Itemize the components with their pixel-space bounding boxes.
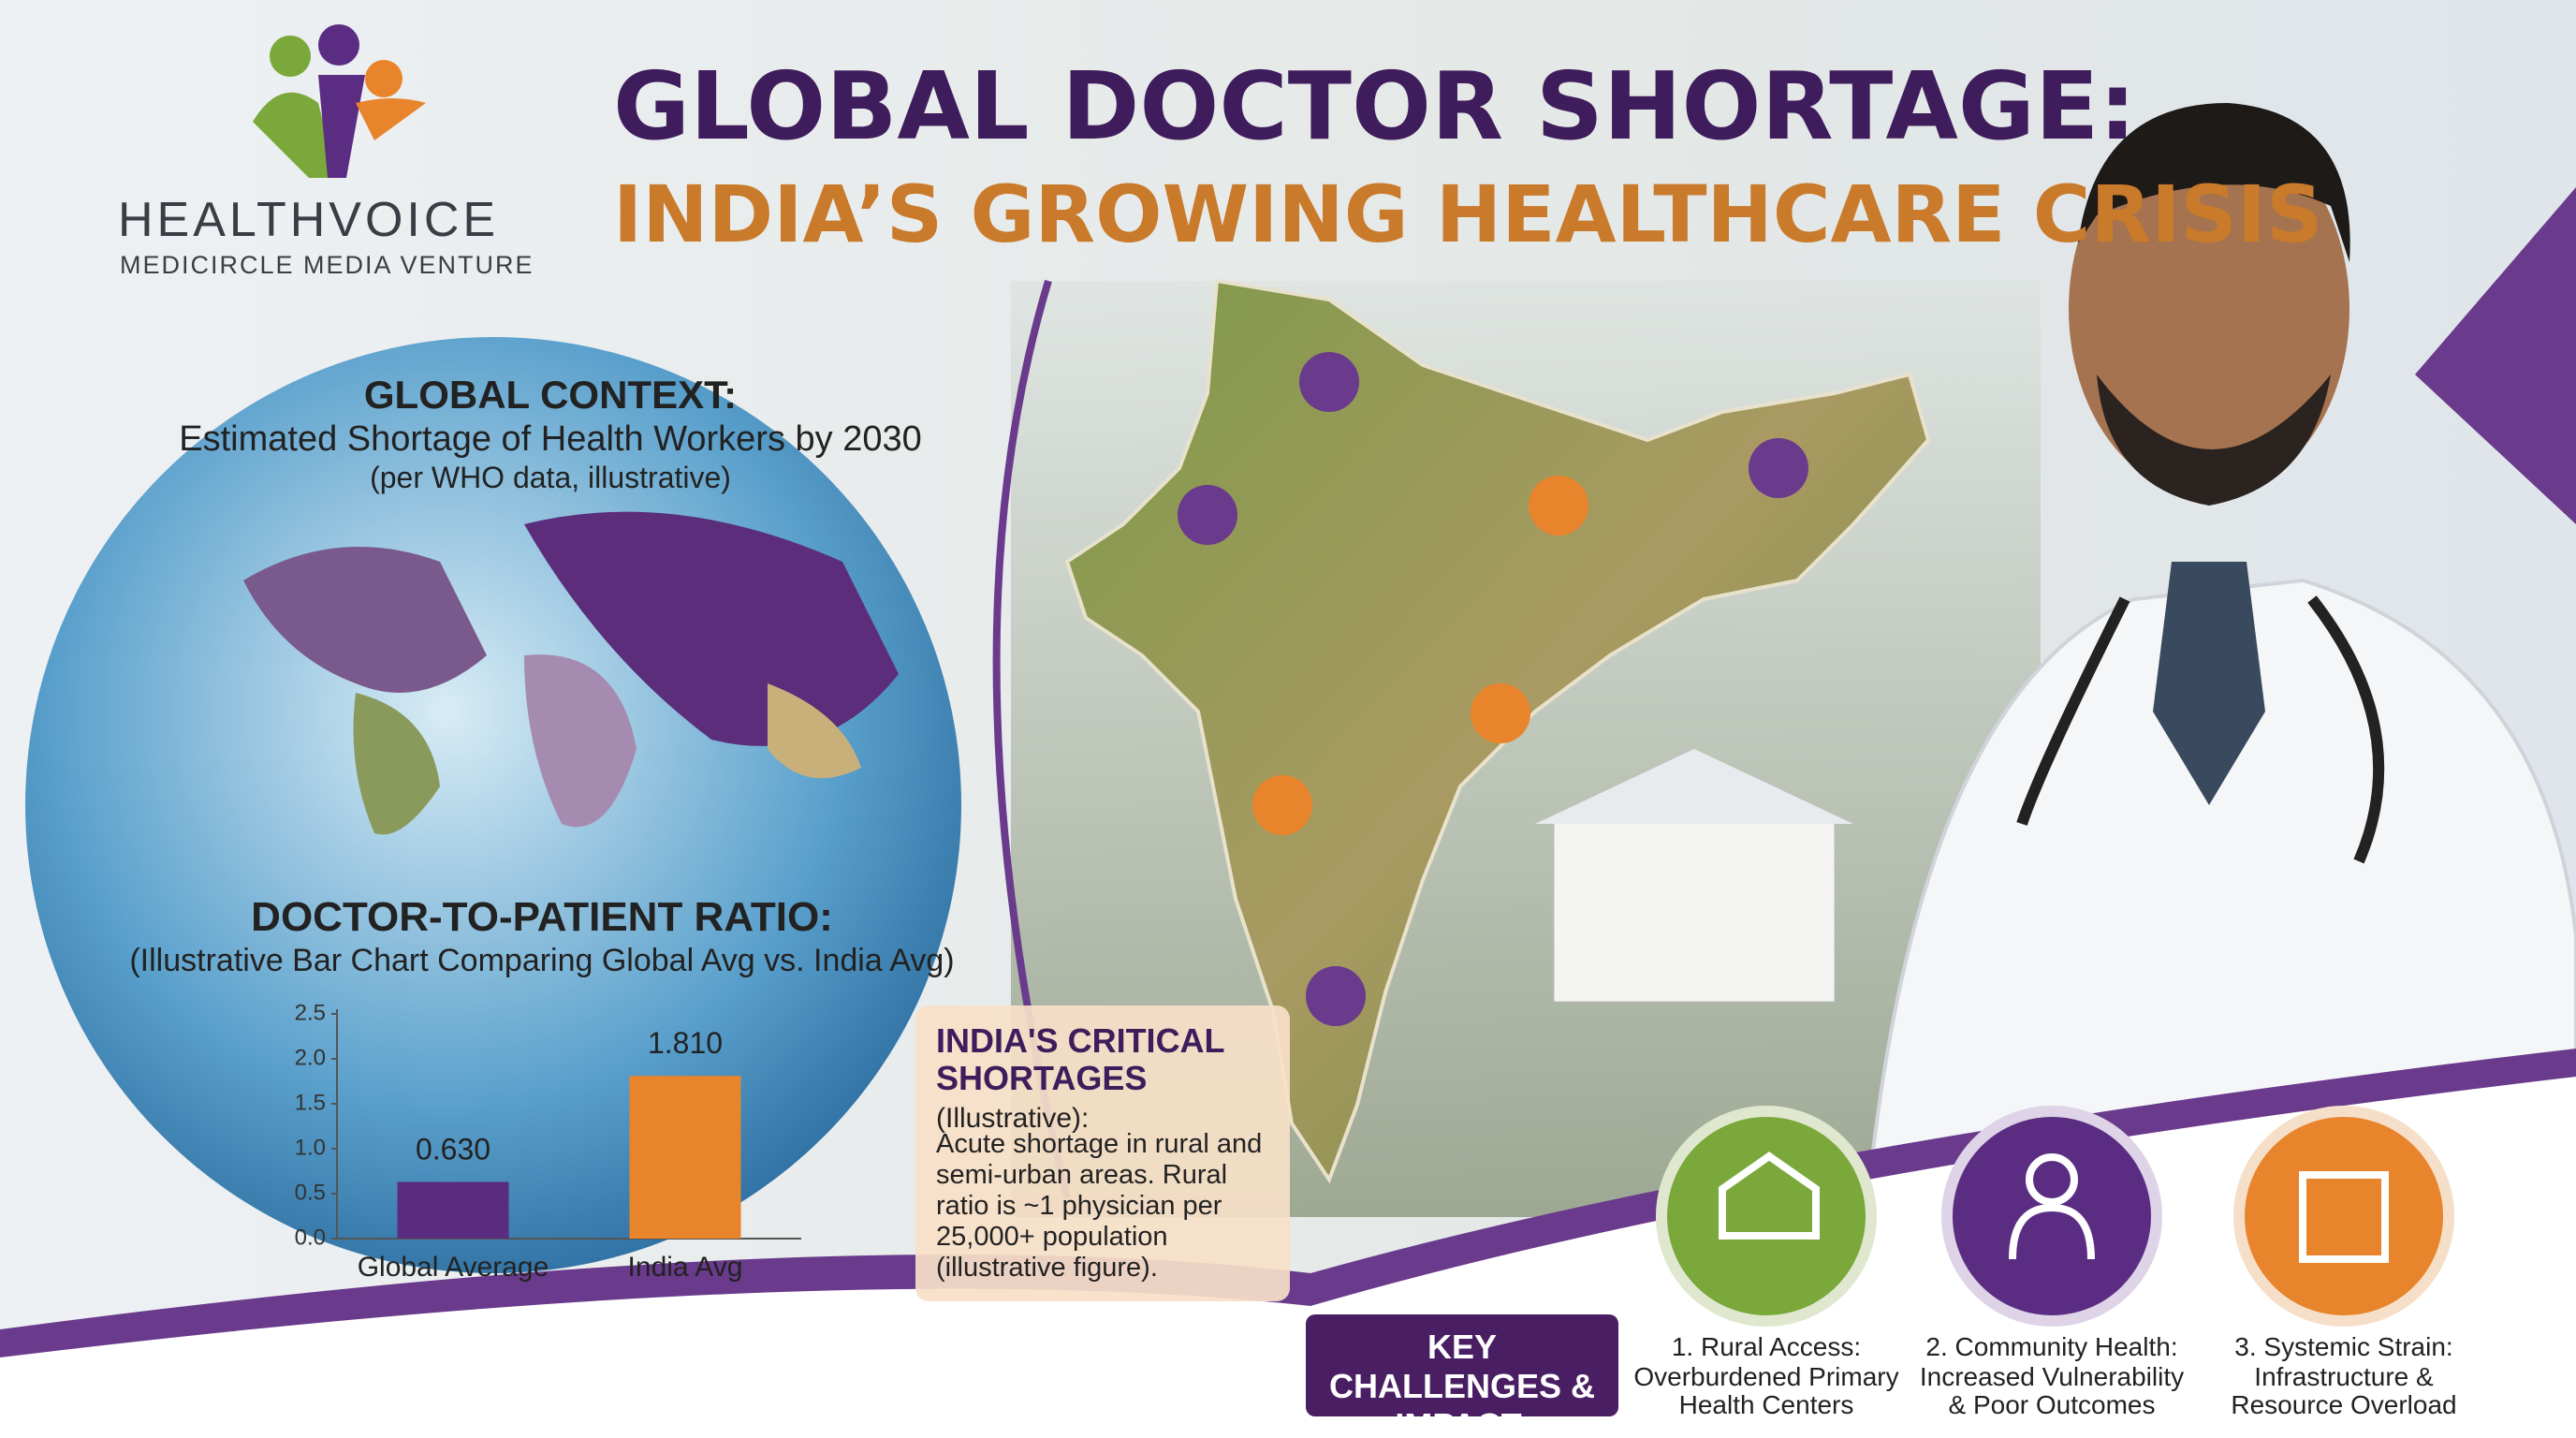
challenges-heading: KEY CHALLENGES & IMPACT: [1328,1328,1595,1438]
shortage-text: Acute shortage in rural and semi-urban a… [936,1129,1263,1283]
subtitle: INDIA’S GROWING HEALTHCARE CRISIS [613,169,2323,260]
challenge-text: Increased Vulnerability & Poor Outcomes [1919,1362,2185,1419]
chart-title: DOCTOR-TO-PATIENT RATIO: [251,894,833,940]
shortage-title: INDIA'S CRITICAL SHORTAGES [936,1021,1224,1097]
clinic-roof [1535,749,1853,824]
logo-icon [253,24,426,178]
stethoscope [2016,595,2385,864]
people-glyph [2009,1153,2095,1260]
y-tick-label: 1.5 [295,1090,326,1115]
y-tick-label: 2.0 [295,1045,326,1070]
x-tick-label: India Avg [628,1252,743,1283]
y-tick-label: 0.5 [295,1180,326,1205]
doctor-hair [2078,103,2350,262]
house-glyph [1719,1152,1820,1240]
shortage-note: (Illustrative): [936,1103,1090,1134]
y-tick-label: 0.0 [295,1225,326,1250]
clinic [1553,814,1836,1003]
challenge-text: Infrastructure & Resource Overload [2231,1362,2457,1419]
title: GLOBAL DOCTOR SHORTAGE: [613,51,2137,161]
bottom-band [0,1077,2576,1438]
globe-land [768,683,861,779]
challenge-title: 3. Systemic Strain: [2234,1332,2453,1361]
globe-land [524,654,637,828]
doctor-tie [2153,562,2265,805]
context-note: (per WHO data, illustrative) [370,461,731,494]
y-tick-label: 2.5 [295,1000,326,1025]
challenge-title: 2. Community Health: [1925,1332,2178,1361]
doctor-head [2069,122,2349,496]
bar [397,1181,509,1239]
shortage-box [915,1005,1290,1301]
globe-land [243,547,487,693]
context-text: Estimated Shortage of Health Workers by … [179,419,922,459]
value-label: 1.810 [648,1026,723,1060]
hospital-glyph [2299,1171,2389,1263]
corner-accent [2415,187,2576,524]
challenge-text: Overburdened Primary Health Centers [1633,1362,1899,1419]
x-tick-label: Global Average [358,1252,549,1283]
map-pins [1178,352,1808,1026]
globe-land [353,693,440,835]
y-tick-label: 1.0 [295,1135,326,1160]
icon-community [1941,1106,2162,1327]
brand: HEALTHVOICE [118,193,500,247]
value-label: 0.630 [416,1133,490,1167]
globe-land [524,511,899,746]
icon-systemic [2233,1106,2454,1327]
chart-subtitle: (Illustrative Bar Chart Comparing Global… [129,943,955,978]
bar-chart: 0.0 0.5 1.0 1.5 2.0 2.5 Global Average 0.630 Ind… [295,1000,801,1283]
bar [629,1076,741,1239]
challenge-title: 1. Rural Access: [1671,1332,1862,1361]
challenges-box [1306,1314,1618,1416]
doctor-beard [2097,374,2331,506]
icon-rural [1656,1106,1877,1327]
tagline: MEDICIRCLE MEDIA VENTURE [120,251,534,279]
context-heading: GLOBAL CONTEXT: [363,373,738,417]
